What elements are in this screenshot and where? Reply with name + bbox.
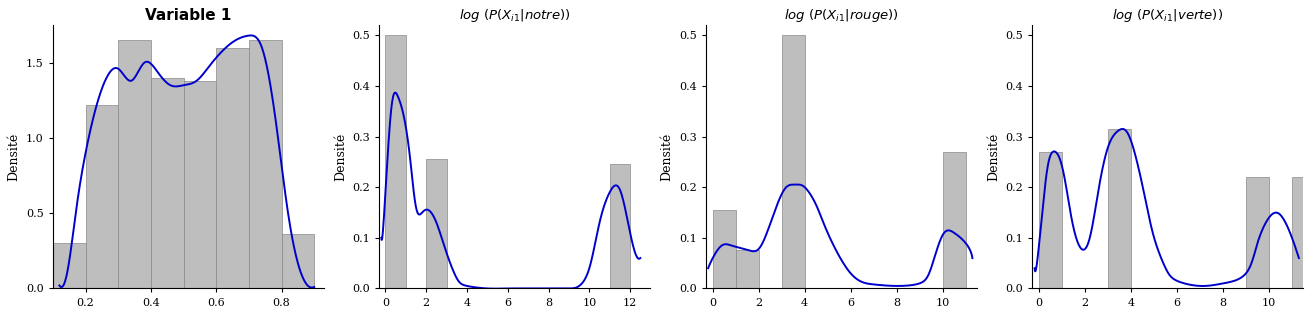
Bar [610, 164, 631, 289]
Bar [943, 152, 965, 289]
Bar [184, 81, 216, 289]
Y-axis label: Densité: Densité [8, 133, 21, 181]
Bar [151, 78, 184, 289]
Bar [1293, 177, 1311, 289]
Bar [282, 234, 315, 289]
Bar [1040, 152, 1062, 289]
Bar [426, 159, 447, 289]
Bar [1108, 129, 1131, 289]
Bar [52, 243, 85, 289]
Y-axis label: Densité: Densité [661, 133, 674, 181]
Bar [216, 48, 249, 289]
Bar [713, 210, 735, 289]
Y-axis label: Densité: Densité [334, 133, 347, 181]
Bar [85, 105, 118, 289]
Bar [735, 250, 759, 289]
Title: Variable 1: Variable 1 [146, 8, 232, 22]
Bar [385, 35, 406, 289]
Title: $\mathit{log}\ (P(X_{i1}|\mathit{rouge}))$: $\mathit{log}\ (P(X_{i1}|\mathit{rouge})… [784, 8, 899, 25]
Title: $\mathit{log}\ (P(X_{i1}|\mathit{verte}))$: $\mathit{log}\ (P(X_{i1}|\mathit{verte})… [1112, 8, 1223, 25]
Bar [1245, 177, 1269, 289]
Title: $\mathit{log}\ (P(X_{i1}|\mathit{notre}))$: $\mathit{log}\ (P(X_{i1}|\mathit{notre})… [459, 8, 570, 25]
Y-axis label: Densité: Densité [987, 133, 1000, 181]
Bar [781, 35, 805, 289]
Bar [118, 40, 151, 289]
Bar [249, 40, 282, 289]
